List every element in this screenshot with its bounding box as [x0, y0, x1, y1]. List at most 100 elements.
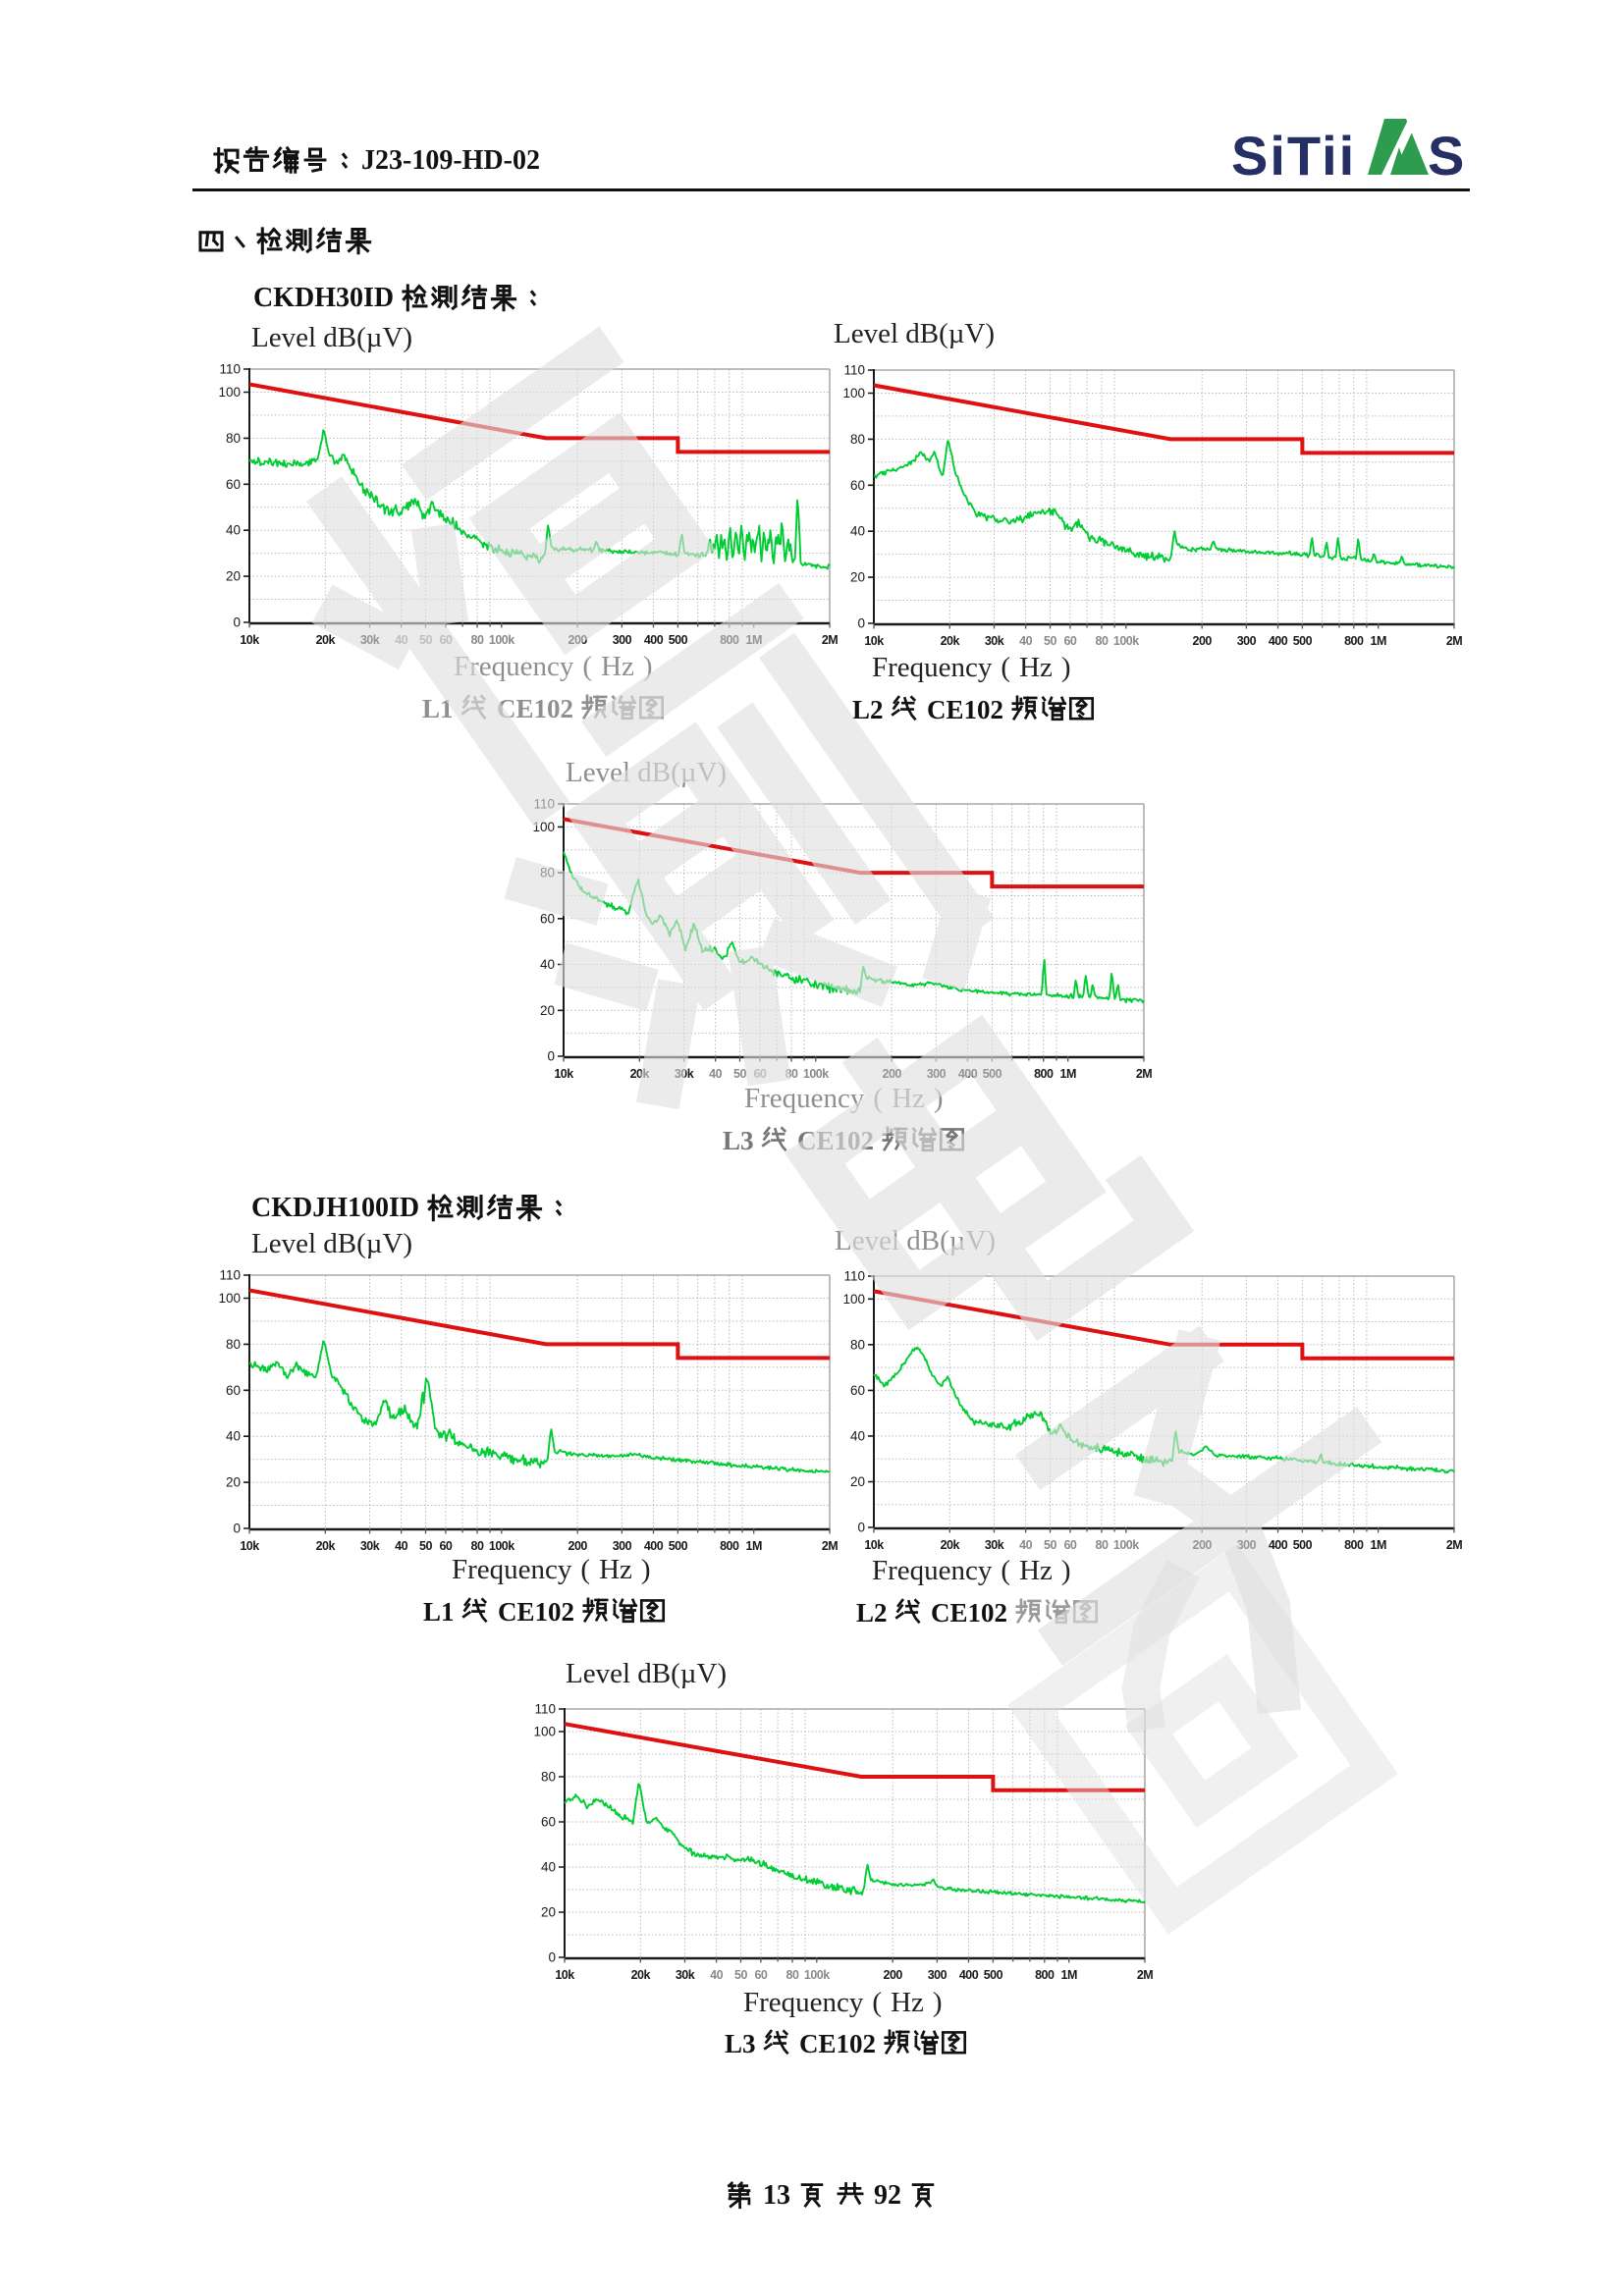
svg-text:800: 800 [1344, 634, 1364, 648]
svg-text:60: 60 [541, 1815, 556, 1830]
svg-text:80: 80 [785, 1067, 798, 1081]
svg-text:100k: 100k [489, 633, 514, 647]
svg-text:40: 40 [395, 633, 407, 647]
svg-text:80: 80 [541, 1770, 556, 1785]
svg-text:1M: 1M [1371, 1538, 1386, 1552]
svg-text:30k: 30k [985, 1538, 1004, 1552]
svg-text:800: 800 [1035, 1968, 1055, 1982]
svg-text:10k: 10k [555, 1968, 574, 1982]
svg-text:100k: 100k [803, 1067, 829, 1081]
svg-text:300: 300 [1237, 1538, 1257, 1552]
svg-text:0: 0 [548, 1950, 556, 1965]
svg-text:10k: 10k [240, 633, 259, 647]
svg-text:1M: 1M [1061, 1968, 1077, 1982]
svg-text:20: 20 [541, 1905, 556, 1920]
svg-text:400: 400 [1269, 1538, 1288, 1552]
svg-text:20: 20 [850, 570, 865, 585]
svg-text:40: 40 [226, 523, 241, 538]
svg-text:40: 40 [1019, 634, 1032, 648]
svg-text:50: 50 [1044, 634, 1056, 648]
svg-text:110: 110 [219, 1268, 241, 1283]
svg-text:1M: 1M [746, 633, 762, 647]
svg-text:50: 50 [733, 1067, 746, 1081]
svg-text:200: 200 [1193, 1538, 1213, 1552]
svg-text:20: 20 [226, 1475, 241, 1490]
svg-text:50: 50 [734, 1968, 747, 1982]
svg-text:80: 80 [471, 633, 484, 647]
svg-text:40: 40 [709, 1067, 722, 1081]
svg-text:40: 40 [541, 1860, 556, 1875]
svg-text:80: 80 [850, 1337, 865, 1352]
svg-text:80: 80 [1096, 1538, 1109, 1552]
svg-text:100: 100 [532, 820, 555, 834]
svg-text:110: 110 [219, 362, 241, 377]
svg-text:10k: 10k [864, 1538, 884, 1552]
svg-text:100: 100 [218, 1291, 241, 1306]
svg-text:110: 110 [533, 797, 555, 812]
svg-text:30k: 30k [675, 1067, 694, 1081]
svg-text:80: 80 [540, 866, 555, 881]
svg-text:100k: 100k [1113, 634, 1139, 648]
svg-text:40: 40 [710, 1968, 723, 1982]
svg-text:50: 50 [419, 633, 432, 647]
svg-text:100: 100 [842, 1292, 865, 1307]
svg-text:400: 400 [644, 1539, 664, 1553]
svg-text:500: 500 [984, 1968, 1003, 1982]
svg-text:300: 300 [1237, 634, 1257, 648]
svg-text:80: 80 [850, 432, 865, 447]
svg-text:20k: 20k [630, 1067, 650, 1081]
svg-text:400: 400 [959, 1968, 979, 1982]
svg-text:40: 40 [395, 1539, 407, 1553]
svg-text:800: 800 [720, 633, 739, 647]
svg-text:40: 40 [850, 524, 865, 539]
svg-text:40: 40 [1019, 1538, 1032, 1552]
svg-text:10k: 10k [554, 1067, 573, 1081]
svg-text:40: 40 [850, 1428, 865, 1443]
svg-text:200: 200 [568, 1539, 588, 1553]
svg-text:20k: 20k [941, 634, 960, 648]
svg-text:200: 200 [883, 1067, 902, 1081]
svg-text:60: 60 [850, 1383, 865, 1398]
svg-text:100k: 100k [1113, 1538, 1139, 1552]
svg-text:60: 60 [439, 1539, 452, 1553]
svg-text:20k: 20k [316, 1539, 336, 1553]
svg-text:300: 300 [928, 1968, 947, 1982]
svg-text:60: 60 [754, 1968, 767, 1982]
svg-text:100: 100 [842, 386, 865, 400]
svg-text:110: 110 [843, 1269, 865, 1284]
svg-text:300: 300 [613, 1539, 632, 1553]
svg-text:400: 400 [958, 1067, 978, 1081]
svg-text:500: 500 [669, 633, 688, 647]
svg-text:1M: 1M [1371, 634, 1386, 648]
svg-text:80: 80 [471, 1539, 484, 1553]
svg-text:800: 800 [720, 1539, 739, 1553]
svg-text:50: 50 [1044, 1538, 1056, 1552]
svg-text:2M: 2M [1446, 634, 1462, 648]
svg-text:100: 100 [533, 1725, 556, 1739]
svg-text:200: 200 [884, 1968, 903, 1982]
svg-text:30k: 30k [360, 633, 380, 647]
svg-text:2M: 2M [1446, 1538, 1462, 1552]
svg-text:500: 500 [1293, 1538, 1313, 1552]
svg-text:20: 20 [226, 569, 241, 584]
svg-text:30k: 30k [360, 1539, 380, 1553]
svg-text:110: 110 [843, 363, 865, 378]
svg-text:400: 400 [1269, 634, 1288, 648]
svg-text:100k: 100k [489, 1539, 514, 1553]
svg-text:60: 60 [1063, 634, 1076, 648]
svg-text:60: 60 [850, 478, 865, 493]
svg-text:20k: 20k [941, 1538, 960, 1552]
svg-text:500: 500 [1293, 634, 1313, 648]
svg-text:40: 40 [540, 957, 555, 972]
svg-text:20k: 20k [631, 1968, 651, 1982]
svg-text:500: 500 [669, 1539, 688, 1553]
svg-text:200: 200 [568, 633, 588, 647]
svg-text:30k: 30k [985, 634, 1004, 648]
svg-text:200: 200 [1193, 634, 1213, 648]
svg-text:1M: 1M [746, 1539, 762, 1553]
svg-text:2M: 2M [822, 1539, 838, 1553]
svg-text:60: 60 [540, 911, 555, 926]
svg-text:60: 60 [753, 1067, 766, 1081]
svg-text:2M: 2M [1136, 1067, 1152, 1081]
svg-text:60: 60 [439, 633, 452, 647]
